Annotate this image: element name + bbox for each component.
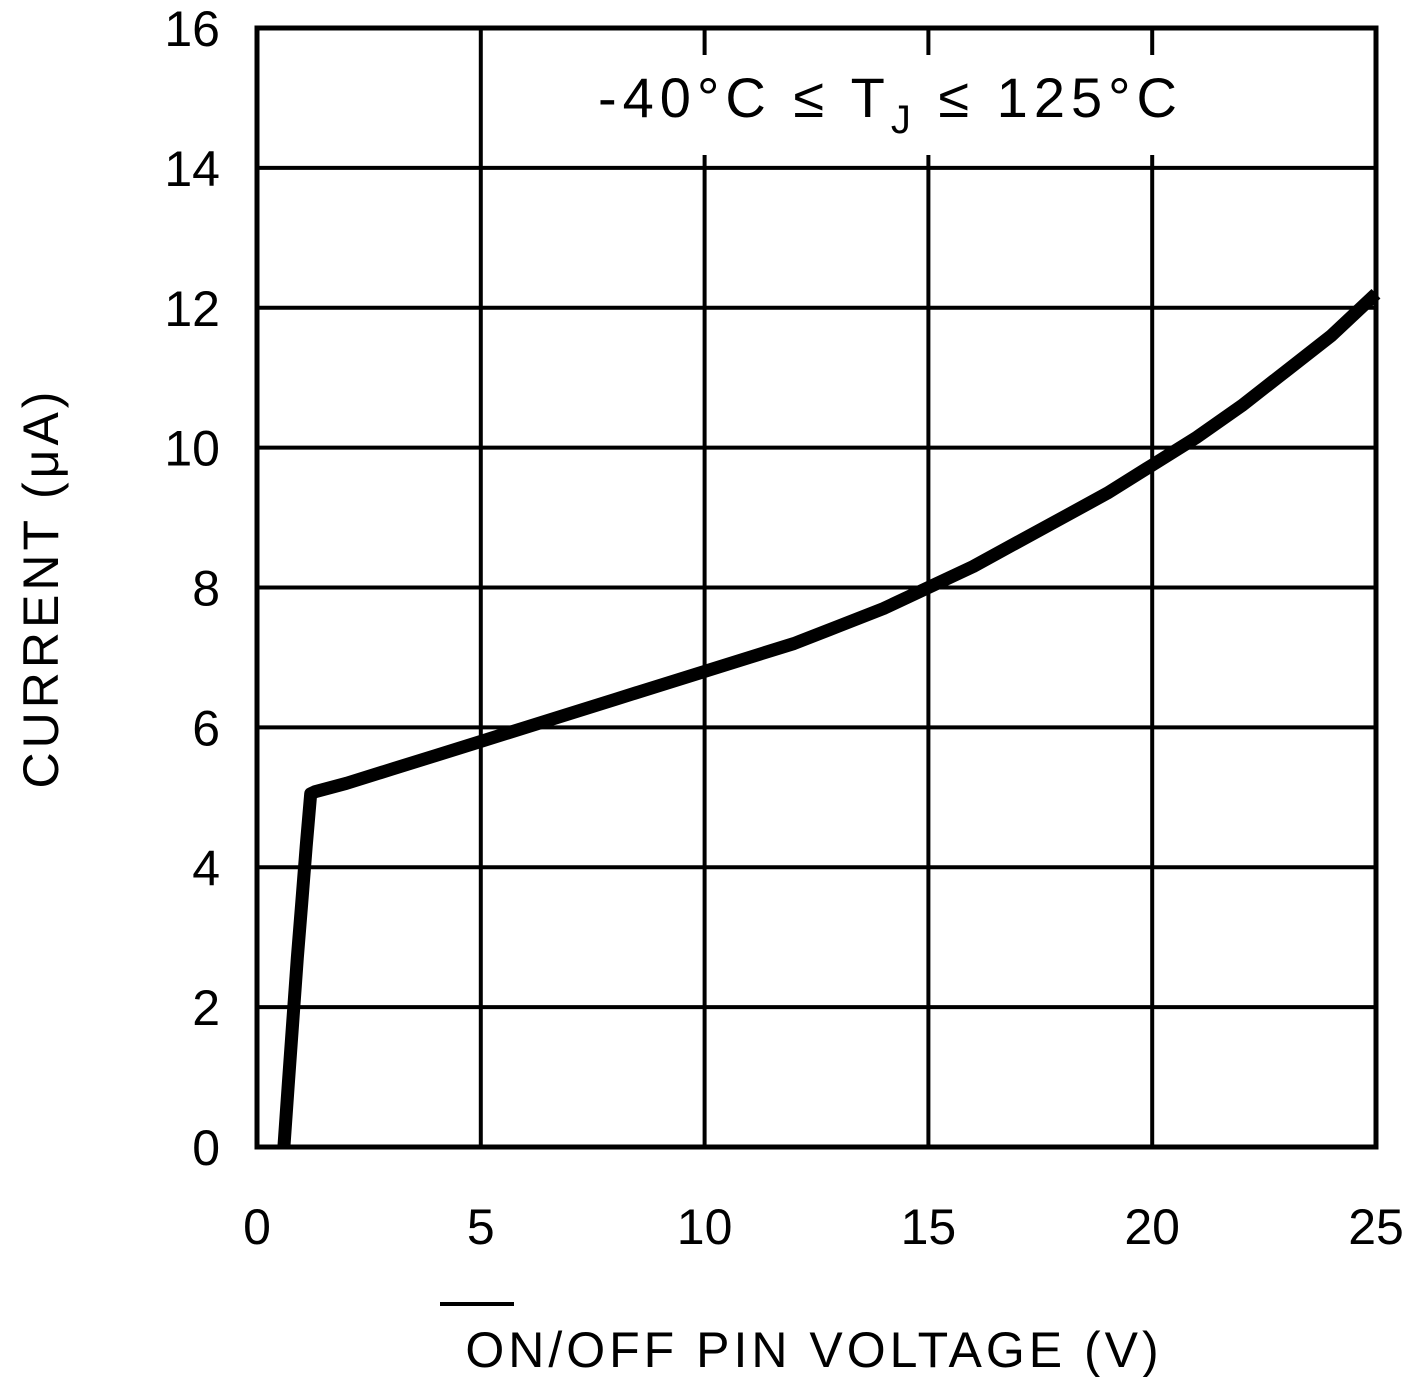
y-tick-label-6: 6 xyxy=(192,700,220,756)
x-tick-label-5: 5 xyxy=(467,1199,495,1255)
x-axis-title-overlined: ON xyxy=(465,1322,548,1377)
y-tick-label-8: 8 xyxy=(192,561,220,617)
y-tick-label-12: 12 xyxy=(164,281,220,337)
y-tick-label-2: 2 xyxy=(192,980,220,1036)
x-axis-title: ON/OFF PIN VOLTAGE (V) xyxy=(465,1322,1162,1377)
series-line xyxy=(277,289,1381,1148)
x-tick-labels: 0 5 10 15 20 25 xyxy=(243,1199,1404,1255)
x-axis-title-rest: /OFF PIN VOLTAGE (V) xyxy=(548,1322,1162,1377)
annotation-subscript: J xyxy=(891,98,917,142)
annotation-background xyxy=(545,55,1335,155)
temperature-annotation: -40°C ≤ TJ ≤ 125°C xyxy=(598,66,1183,142)
y-tick-label-0: 0 xyxy=(192,1120,220,1176)
x-tick-label-10: 10 xyxy=(677,1199,733,1255)
y-tick-label-10: 10 xyxy=(164,421,220,477)
x-tick-label-25: 25 xyxy=(1348,1199,1404,1255)
y-tick-label-4: 4 xyxy=(192,840,220,896)
y-axis-title: CURRENT (μA) xyxy=(13,388,69,789)
x-tick-label-15: 15 xyxy=(901,1199,957,1255)
x-tick-label-20: 20 xyxy=(1124,1199,1180,1255)
x-tick-label-0: 0 xyxy=(243,1199,271,1255)
plot-frame xyxy=(254,25,1379,1150)
annotation-left: -40°C ≤ T xyxy=(598,66,891,129)
y-tick-label-16: 16 xyxy=(164,1,220,57)
y-tick-label-14: 14 xyxy=(164,141,220,197)
y-tick-labels: 0 2 4 6 8 10 12 14 16 xyxy=(164,1,220,1176)
annotation-right: ≤ 125°C xyxy=(917,66,1183,129)
grid xyxy=(254,25,1379,1150)
